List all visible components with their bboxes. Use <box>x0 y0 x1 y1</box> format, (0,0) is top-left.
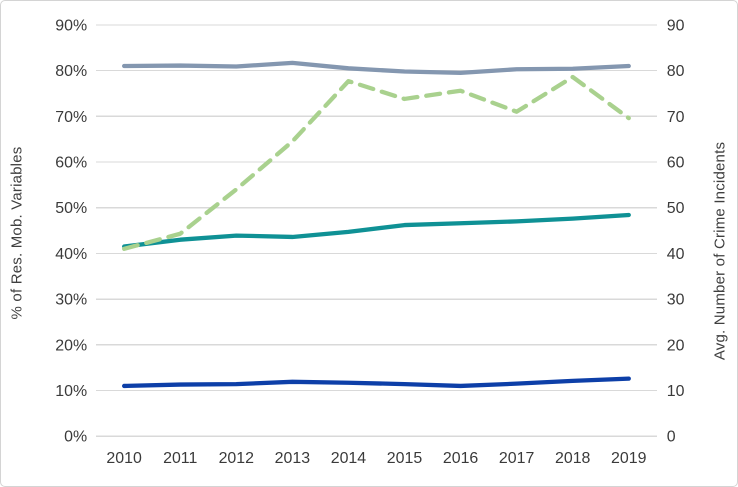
right-axis-title: Avg. Number of Crime Incidents <box>711 141 729 361</box>
teal-solid-line <box>122 212 631 249</box>
navy-solid-line <box>122 376 631 389</box>
left-axis-tick: 30% <box>55 292 87 309</box>
green-dashed-line <box>122 74 631 251</box>
x-axis-tick: 2012 <box>219 450 255 467</box>
right-axis-tick: 20 <box>667 337 685 354</box>
right-axis-tick: 40 <box>667 246 685 263</box>
left-axis-tick: 60% <box>55 154 87 171</box>
left-axis-tick: 50% <box>55 200 87 217</box>
x-axis-tick: 2018 <box>555 450 591 467</box>
x-axis-tick: 2015 <box>387 450 423 467</box>
x-axis-tick: 2017 <box>499 450 535 467</box>
x-axis-tick: 2014 <box>331 450 367 467</box>
left-axis-tick: 90% <box>55 17 87 34</box>
right-axis-tick: 50 <box>667 200 685 217</box>
x-axis-tick: 2013 <box>275 450 311 467</box>
left-axis-tick: 10% <box>55 383 87 400</box>
right-axis-tick: 90 <box>667 17 685 34</box>
blue-gray-solid-line <box>122 60 631 76</box>
right-axis-tick: 0 <box>667 429 676 446</box>
x-axis-tick: 2010 <box>106 450 142 467</box>
x-axis-tick: 2011 <box>163 450 197 467</box>
right-axis-tick: 80 <box>667 63 685 80</box>
right-axis-tick: 60 <box>667 154 685 171</box>
left-axis-tick: 20% <box>55 337 87 354</box>
x-axis-tick: 2016 <box>443 450 479 467</box>
left-axis-tick: 40% <box>55 246 87 263</box>
right-axis-tick: 10 <box>667 383 685 400</box>
left-axis-tick: 80% <box>55 63 87 80</box>
x-axis-tick: 2019 <box>611 450 647 467</box>
left-axis-tick: 0% <box>64 429 87 446</box>
right-axis-tick: 70 <box>667 109 685 126</box>
right-axis-tick: 30 <box>667 292 685 309</box>
left-axis-title: % of Res. Mob. Variables <box>8 146 26 320</box>
left-axis-tick: 70% <box>55 109 87 126</box>
